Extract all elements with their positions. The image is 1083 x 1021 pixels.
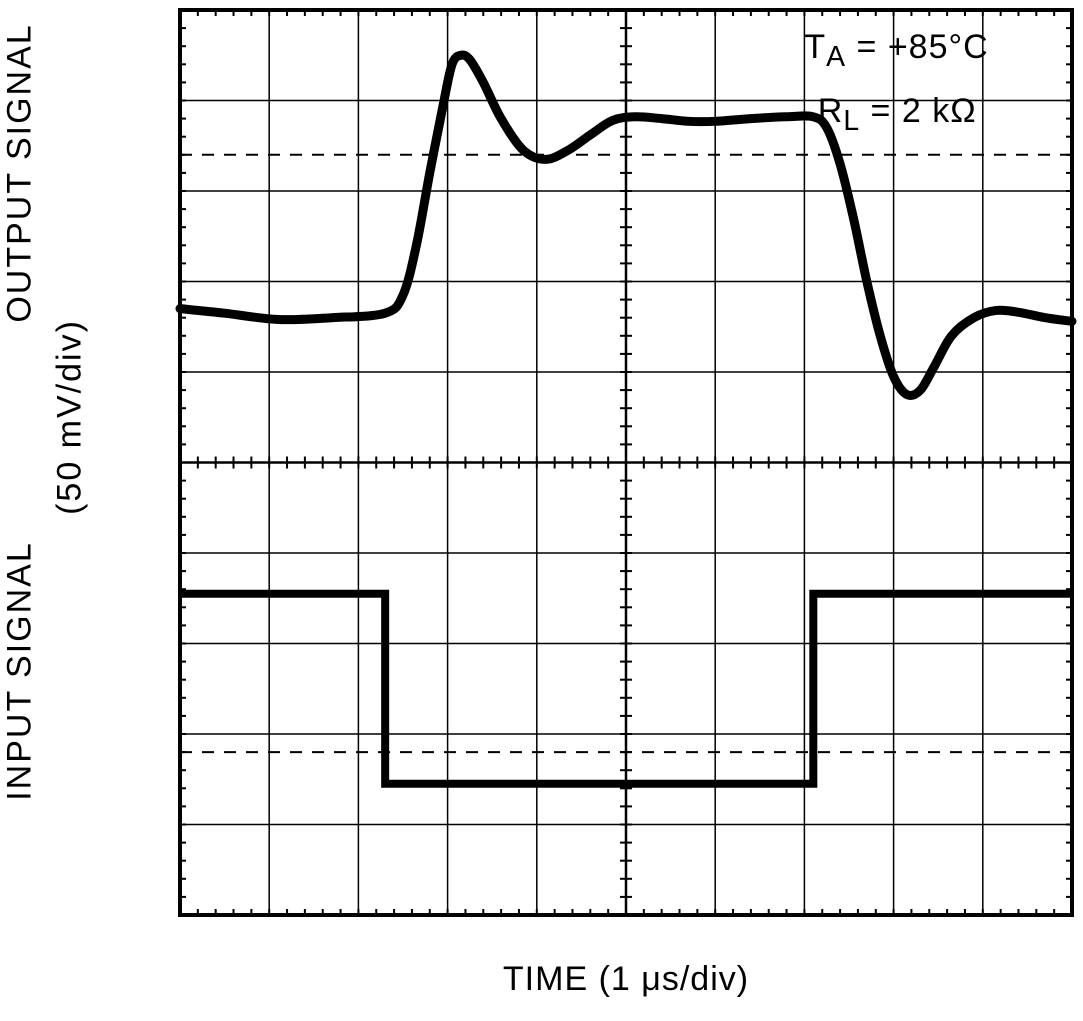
oscilloscope-chart: OUTPUT SIGNAL INPUT SIGNAL (50 mV/div) T…	[0, 0, 1083, 1021]
y-axis-label-input: INPUT SIGNAL	[1, 541, 40, 801]
annotation-text: RL = 2 kΩ	[818, 92, 977, 138]
y-axis-label-group: OUTPUT SIGNAL INPUT SIGNAL (50 mV/div)	[0, 0, 130, 920]
y-axis-label-units: (50 mV/div)	[51, 319, 90, 515]
annotation-text: TA = +85°C	[804, 28, 988, 74]
y-axis-label-output: OUTPUT SIGNAL	[1, 23, 40, 322]
x-axis-label: TIME (1 μs/div)	[503, 960, 749, 999]
scope-svg	[0, 0, 1083, 1021]
